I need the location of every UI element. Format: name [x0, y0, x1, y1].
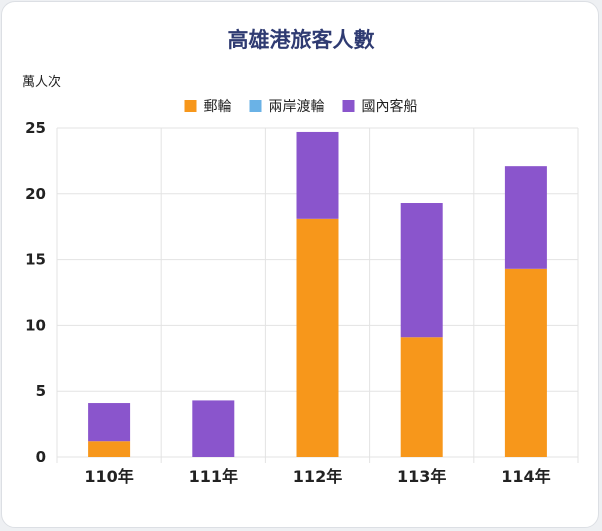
bar-3-3 — [296, 131, 339, 219]
legend: 郵輪 兩岸渡輪 國內客船 — [184, 98, 418, 115]
bar-1-1 — [88, 441, 131, 457]
legend-swatch-3 — [342, 100, 355, 112]
legend-item-3: 國內客船 — [342, 98, 418, 115]
bar-3-1 — [88, 403, 131, 442]
x-tick-label-4: 114年 — [501, 467, 550, 486]
x-tick-label-0: 110年 — [84, 467, 133, 486]
y-tick-label-5: 25 — [25, 119, 46, 137]
legend-label-3: 國內客船 — [362, 98, 418, 115]
y-tick-label-2: 10 — [25, 316, 46, 334]
y-tick-label-4: 20 — [25, 185, 46, 203]
legend-item-2: 兩岸渡輪 — [249, 98, 325, 115]
bar-3-2 — [192, 400, 235, 457]
bar-1-5 — [504, 268, 547, 457]
bar-3-5 — [504, 166, 547, 269]
y-tick-label-1: 5 — [36, 382, 46, 400]
chart-title: 高雄港旅客人數 — [228, 28, 375, 52]
bar-1-3 — [296, 218, 339, 457]
bars — [88, 131, 547, 457]
x-axis-ticks: 110年 111年 112年 113年 114年 — [84, 467, 550, 486]
gridlines — [56, 127, 579, 463]
x-tick-label-1: 111年 — [189, 467, 238, 486]
x-tick-label-2: 112年 — [293, 467, 342, 486]
legend-label-1: 郵輪 — [204, 98, 232, 115]
y-axis-ticks: 0 5 10 15 20 25 — [25, 119, 46, 466]
x-tick-label-3: 113年 — [397, 467, 446, 486]
bar-3-4 — [400, 203, 443, 338]
legend-label-2: 兩岸渡輪 — [269, 98, 325, 115]
y-axis-unit-label: 萬人次 — [22, 74, 61, 90]
y-tick-label-3: 15 — [25, 251, 46, 269]
legend-swatch-1 — [184, 100, 197, 112]
legend-item-1: 郵輪 — [184, 98, 232, 115]
legend-swatch-2 — [249, 100, 262, 112]
bar-1-4 — [400, 337, 443, 457]
y-tick-label-0: 0 — [36, 448, 46, 466]
